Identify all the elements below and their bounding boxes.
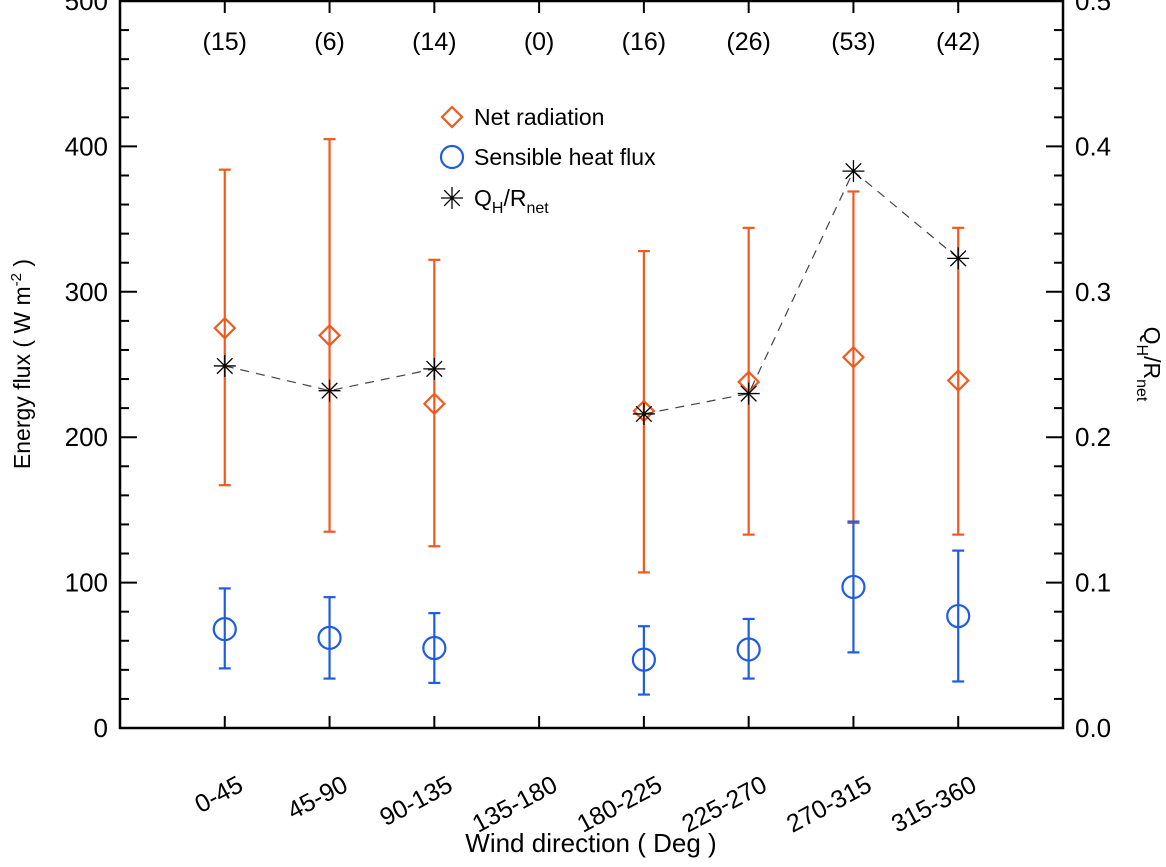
- legend-marker-net-radiation: [440, 105, 464, 129]
- legend-item-sensible-heat-flux: Sensible heat flux: [439, 144, 656, 170]
- asterisk-stroke: [426, 360, 443, 378]
- y-tick-label: 0: [94, 713, 108, 743]
- y-tick-label: 400: [65, 131, 108, 161]
- y2-tick-label: 0.3: [1075, 277, 1111, 307]
- count-label: (53): [831, 28, 875, 56]
- plot-frame: [118, 0, 1065, 730]
- y2-tick-label: 0.2: [1075, 422, 1111, 452]
- sensible-heat-flux-point: [736, 637, 761, 662]
- ratio-point: [423, 357, 446, 380]
- legend-item-ratio: QH/Rnet: [441, 185, 549, 217]
- asterisk-stroke: [740, 385, 757, 402]
- ratio-point: [318, 379, 341, 402]
- ratio-point: [213, 354, 236, 377]
- marks: [212, 138, 971, 696]
- y-tick-label: 300: [65, 277, 108, 307]
- legend-marker-sensible-heat-flux: [439, 144, 465, 170]
- legend-label-ratio: QH/Rnet: [474, 185, 549, 217]
- asterisk-stroke: [321, 382, 338, 399]
- y2-axis-title: QH/Rnet: [1133, 327, 1165, 402]
- count-label: (0): [524, 28, 555, 56]
- legend-label-net-radiation: Net radiation: [474, 104, 604, 130]
- y-axis-title: Energy flux ( W m-2 ): [8, 259, 35, 469]
- sensible-heat-flux-point: [317, 625, 342, 650]
- asterisk-stroke: [216, 357, 234, 375]
- sensible-heat-flux-point: [841, 574, 866, 600]
- ratio-point: [842, 160, 865, 183]
- x-tick-label: 90-135: [375, 771, 457, 832]
- legend-item-net-radiation: Net radiation: [440, 104, 604, 130]
- x-tick-label: 0-45: [190, 771, 247, 819]
- y2-tick-label: 0.5: [1075, 0, 1111, 16]
- count-label: (15): [203, 28, 247, 56]
- ratio-line: [643, 170, 959, 415]
- legend: Net radiation Sensible heat flux QH/Rnet: [439, 104, 656, 217]
- net-radiation-point: [317, 323, 342, 347]
- y-tick-label: 200: [65, 422, 108, 452]
- legend-label-sensible-heat-flux: Sensible heat flux: [474, 144, 656, 170]
- y-tick-label: 100: [65, 568, 108, 598]
- legend-marker-ratio: [441, 187, 463, 209]
- y2-tick-label: 0.4: [1075, 131, 1111, 161]
- asterisk-stroke: [845, 162, 862, 180]
- y-tick-label: 500: [65, 0, 108, 16]
- asterisk-stroke: [443, 189, 461, 207]
- asterisk-stroke: [635, 405, 653, 423]
- sensible-heat-flux-point: [422, 635, 447, 661]
- sensible-heat-flux-point: [212, 617, 237, 642]
- ratio-point: [947, 247, 970, 270]
- sensible-heat-flux-point: [946, 603, 971, 629]
- net-radiation-point: [946, 368, 970, 393]
- x-tick-label: 45-90: [283, 771, 353, 826]
- y2-tick-label: 0.0: [1075, 713, 1111, 743]
- sensible-heat-flux-point: [631, 647, 656, 672]
- net-radiation-point: [213, 316, 237, 340]
- x-tick-label: 315-360: [887, 771, 981, 839]
- ratio-point: [737, 382, 760, 405]
- net-radiation-point: [841, 345, 866, 369]
- count-label: (6): [314, 28, 345, 56]
- y2-tick-label: 0.1: [1075, 568, 1111, 598]
- count-label: (42): [936, 28, 980, 56]
- net-radiation-point: [422, 392, 446, 416]
- ratio-point: [632, 402, 655, 425]
- x-axis-title: Wind direction ( Deg ): [465, 828, 716, 858]
- asterisk-stroke: [949, 250, 967, 267]
- count-label: (16): [622, 28, 666, 56]
- x-tick-label: 270-315: [782, 771, 876, 839]
- count-label: (14): [412, 28, 456, 56]
- ratio-line: [224, 365, 435, 392]
- count-label: (26): [726, 28, 770, 56]
